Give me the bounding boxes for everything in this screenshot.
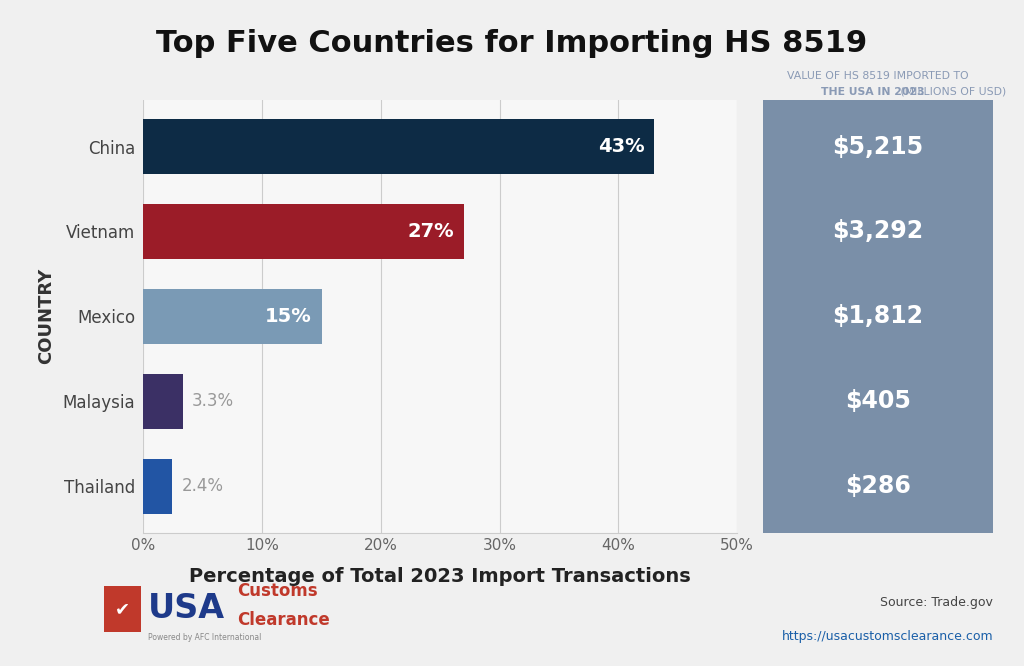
Text: ✔: ✔ xyxy=(115,600,130,618)
Text: Top Five Countries for Importing HS 8519: Top Five Countries for Importing HS 8519 xyxy=(157,29,867,58)
Bar xyxy=(143,119,654,174)
Text: 15%: 15% xyxy=(265,307,312,326)
Text: Clearance: Clearance xyxy=(238,611,330,629)
Text: Powered by AFC International: Powered by AFC International xyxy=(148,633,262,643)
Text: $286: $286 xyxy=(845,474,911,498)
Text: VALUE OF HS 8519 IMPORTED TO: VALUE OF HS 8519 IMPORTED TO xyxy=(787,71,969,81)
FancyBboxPatch shape xyxy=(103,586,141,632)
Text: https://usacustomsclearance.com: https://usacustomsclearance.com xyxy=(781,629,993,643)
Text: (MILLIONS OF USD): (MILLIONS OF USD) xyxy=(897,87,1007,97)
Text: 2.4%: 2.4% xyxy=(181,477,223,495)
Text: Customs: Customs xyxy=(238,582,317,600)
Bar xyxy=(143,289,322,344)
Bar xyxy=(143,458,172,513)
Text: $405: $405 xyxy=(845,389,911,413)
Text: $5,215: $5,215 xyxy=(833,135,924,159)
Text: USA: USA xyxy=(148,593,225,625)
Text: 43%: 43% xyxy=(598,137,645,156)
Bar xyxy=(143,374,182,429)
Text: THE USA IN 2023: THE USA IN 2023 xyxy=(821,87,925,97)
Text: Source: Trade.gov: Source: Trade.gov xyxy=(881,596,993,609)
Bar xyxy=(143,204,464,259)
X-axis label: Percentage of Total 2023 Import Transactions: Percentage of Total 2023 Import Transact… xyxy=(189,567,691,586)
Text: COUNTRY: COUNTRY xyxy=(37,268,55,364)
Text: $3,292: $3,292 xyxy=(833,220,924,244)
Text: 27%: 27% xyxy=(408,222,455,241)
Text: 3.3%: 3.3% xyxy=(193,392,234,410)
Text: $1,812: $1,812 xyxy=(833,304,924,328)
